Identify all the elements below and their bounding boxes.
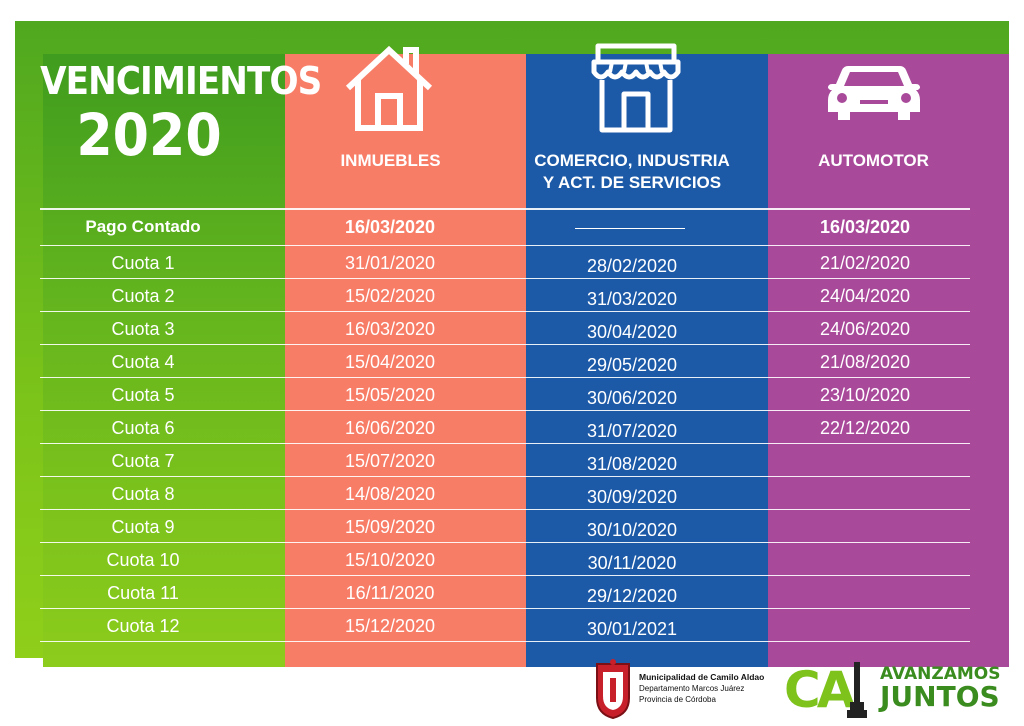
row-divider [40, 476, 970, 477]
muni-prov: Provincia de Córdoba [639, 695, 716, 704]
row-inmuebles: 15/07/2020 [344, 451, 436, 471]
muni-name: Municipalidad de Camilo Aldao [639, 672, 765, 682]
row-inmuebles: 15/12/2020 [344, 616, 436, 636]
page-title: VENCIMIENTOS 2020 [28, 59, 322, 169]
title-year: 2020 [76, 101, 222, 169]
ca-logo: CA [784, 661, 855, 719]
header-divider [40, 208, 970, 210]
municipal-seal [596, 659, 630, 720]
column-labels [43, 54, 285, 667]
row-comercio: 29/12/2020 [586, 586, 678, 606]
row-label: Cuota 12 [106, 616, 180, 636]
row-inmuebles: 15/05/2020 [344, 385, 436, 405]
row-comercio: 30/09/2020 [586, 487, 678, 507]
row-divider [40, 410, 970, 411]
row-label: Cuota 5 [111, 385, 175, 405]
contado-automotor: 16/03/2020 [819, 217, 911, 237]
column-inmuebles [285, 54, 526, 667]
row-divider [40, 641, 970, 642]
muni-dept: Departamento Marcos Juárez [639, 684, 745, 693]
row-label: Cuota 1 [111, 253, 175, 273]
column-comercio [526, 54, 768, 667]
header-automotor: AUTOMOTOR [818, 151, 929, 170]
row-automotor: 24/06/2020 [819, 319, 911, 339]
header-comercio-line2: Y ACT. DE SERVICIOS [542, 173, 722, 192]
row-label: Cuota 8 [111, 484, 175, 504]
slogan-line2: JUNTOS [880, 680, 1000, 713]
row-label: Cuota 4 [111, 352, 175, 372]
row-label: Cuota 9 [111, 517, 175, 537]
slogan-line1: AVANZAMOS [880, 664, 1001, 684]
row-comercio: 30/10/2020 [586, 520, 678, 540]
row-divider [40, 575, 970, 576]
row-comercio: 28/02/2020 [586, 256, 678, 276]
row-comercio: 30/11/2020 [587, 553, 677, 573]
row-automotor: 23/10/2020 [819, 385, 911, 405]
row-divider [40, 509, 970, 510]
row-comercio: 29/05/2020 [586, 355, 678, 375]
store-icon [591, 43, 681, 133]
row-inmuebles: 16/11/2020 [345, 583, 435, 603]
row-divider [40, 278, 970, 279]
title-line1: VENCIMIENTOS [40, 59, 322, 103]
row-label: Cuota 2 [111, 286, 175, 306]
row-label: Cuota 10 [106, 550, 180, 570]
row-inmuebles: 31/01/2020 [344, 253, 436, 273]
monument-icon [847, 662, 867, 718]
row-automotor: 22/12/2020 [819, 418, 911, 438]
row-inmuebles: 16/03/2020 [344, 319, 436, 339]
row-divider [40, 443, 970, 444]
row-divider [40, 377, 970, 378]
row-comercio: 30/04/2020 [586, 322, 678, 342]
row-comercio: 31/07/2020 [586, 421, 678, 441]
row-inmuebles: 15/09/2020 [344, 517, 436, 537]
row-comercio: 30/01/2021 [586, 619, 678, 639]
row-inmuebles: 15/02/2020 [344, 286, 436, 306]
row-automotor: 24/04/2020 [819, 286, 911, 306]
row-automotor: 21/02/2020 [819, 253, 911, 273]
row-label: Cuota 7 [111, 451, 175, 471]
calendar-frame [15, 21, 1009, 667]
slogan: AVANZAMOS JUNTOS [880, 666, 1020, 711]
row-label: Cuota 6 [111, 418, 175, 438]
row-divider [40, 311, 970, 312]
car-icon [828, 66, 920, 120]
muni-text: Municipalidad de Camilo Aldao Departamen… [639, 672, 779, 705]
contado-inmuebles: 16/03/2020 [344, 217, 436, 237]
row-inmuebles: 15/04/2020 [344, 352, 436, 372]
row-label: Cuota 11 [107, 583, 179, 603]
row-divider [40, 542, 970, 543]
row-comercio: 30/06/2020 [586, 388, 678, 408]
row-divider [40, 344, 970, 345]
row-label: Cuota 3 [111, 319, 175, 339]
contado-label: Pago Contado [85, 217, 201, 236]
contado-comercio-dash [575, 228, 685, 229]
column-automotor [768, 54, 1009, 667]
row-inmuebles: 14/08/2020 [344, 484, 436, 504]
header-inmuebles: INMUEBLES [340, 151, 441, 170]
row-divider [40, 608, 970, 609]
house-icon [345, 45, 433, 131]
row-divider [40, 245, 970, 246]
row-automotor: 21/08/2020 [819, 352, 911, 372]
row-inmuebles: 15/10/2020 [344, 550, 436, 570]
header-comercio: COMERCIO, INDUSTRIA Y ACT. DE SERVICIOS [511, 150, 753, 194]
header-comercio-line1: COMERCIO, INDUSTRIA [534, 151, 730, 170]
row-inmuebles: 16/06/2020 [344, 418, 436, 438]
row-comercio: 31/03/2020 [586, 289, 678, 309]
row-comercio: 31/08/2020 [586, 454, 678, 474]
